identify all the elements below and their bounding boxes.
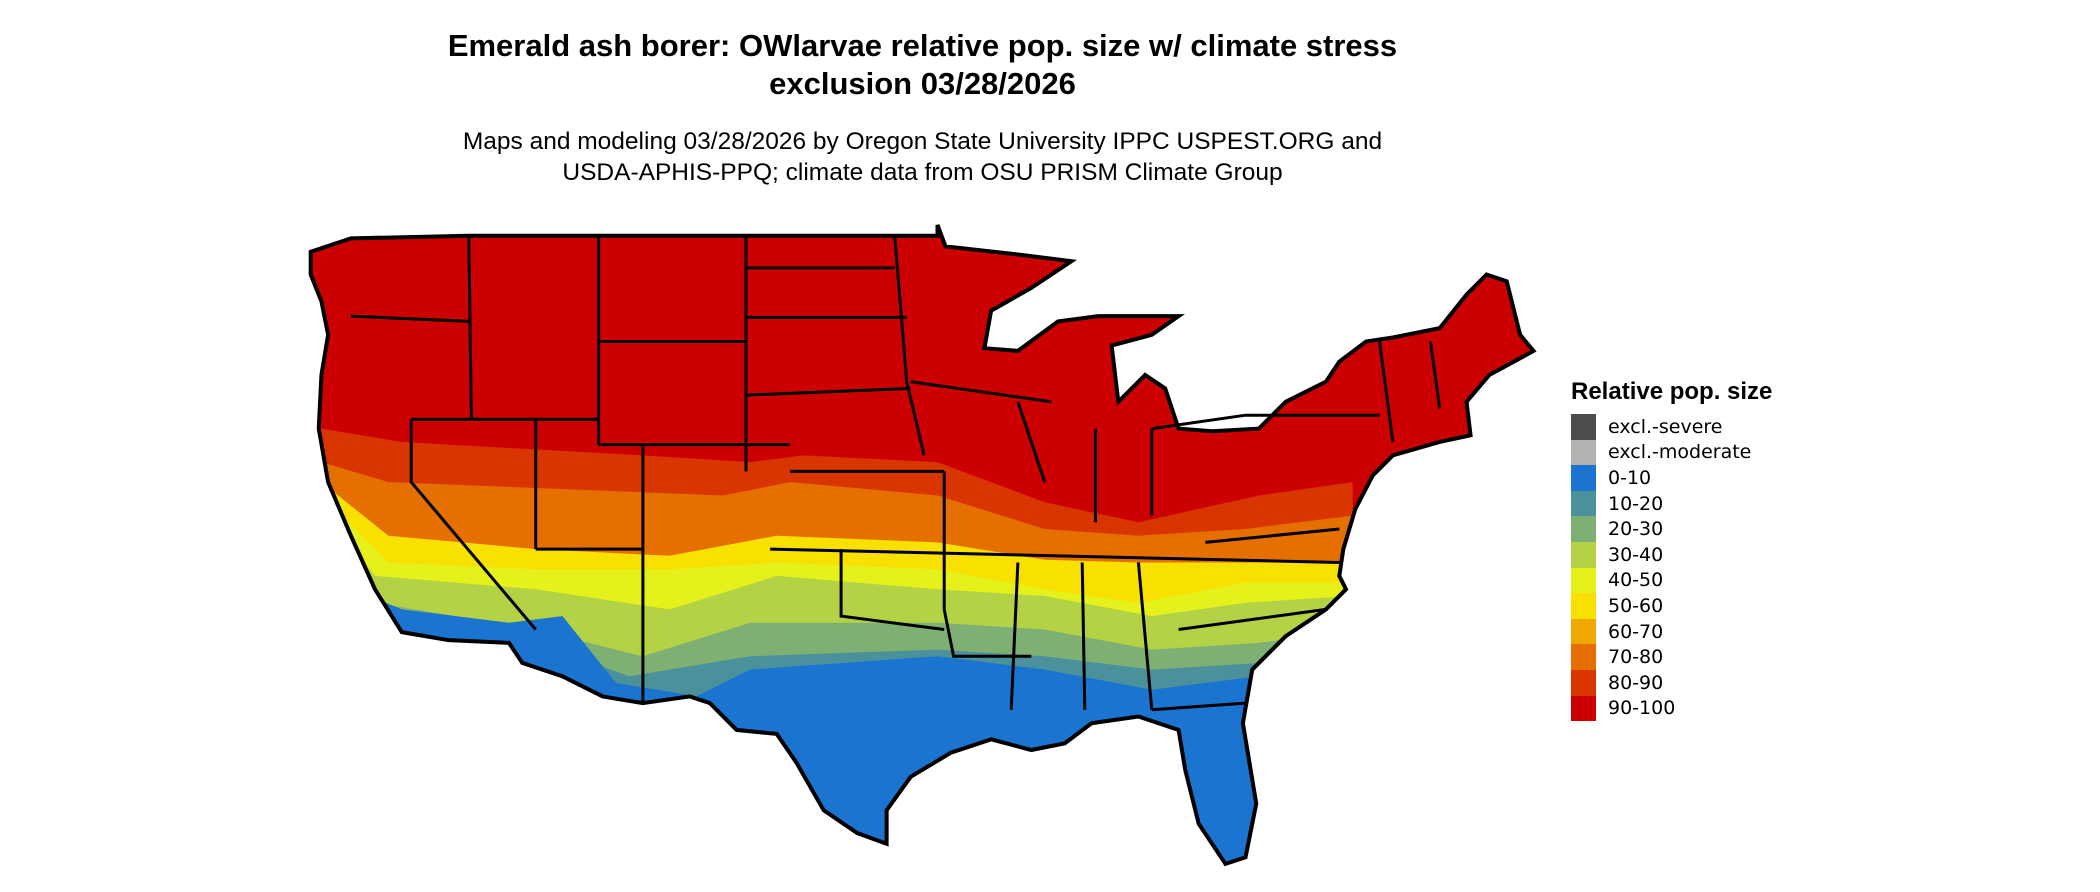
state-border <box>770 547 1340 564</box>
state-border <box>1151 701 1246 712</box>
legend-item: 90-100 <box>1571 695 1772 722</box>
legend-label: 10-20 <box>1608 492 1664 515</box>
legend-label: excl.-severe <box>1608 415 1723 438</box>
legend-item: 20-30 <box>1571 516 1772 542</box>
legend-swatch <box>1571 414 1596 440</box>
legend-label: 60-70 <box>1608 620 1664 643</box>
state-border <box>1136 562 1154 710</box>
legend-swatch <box>1571 618 1596 645</box>
legend-swatch <box>1571 439 1596 466</box>
map-subtitle-line1: Maps and modeling 03/28/2026 by Oregon S… <box>462 128 1383 155</box>
legend-item: 0-10 <box>1571 465 1772 491</box>
map-title-line1: Emerald ash borer: OWlarvae relative pop… <box>447 28 1398 63</box>
legend-label: 80-90 <box>1608 671 1664 694</box>
legend-item: 70-80 <box>1571 644 1772 670</box>
legend-swatch <box>1571 644 1596 670</box>
legend-label: 90-100 <box>1608 697 1676 720</box>
legend-label: 30-40 <box>1608 543 1664 566</box>
state-border <box>1428 341 1442 409</box>
state-border <box>1178 607 1327 631</box>
legend-swatch <box>1571 669 1596 696</box>
legend-swatch <box>1571 465 1596 491</box>
legend: Relative pop. size excl.-severe excl.-mod… <box>1571 378 1773 722</box>
legend-item: 40-50 <box>1571 567 1772 594</box>
legend-swatch <box>1571 593 1596 619</box>
legend-swatch <box>1571 695 1596 722</box>
state-border <box>1205 527 1340 544</box>
state-border <box>839 549 945 631</box>
state-border <box>409 419 537 631</box>
legend-swatch <box>1571 516 1596 542</box>
state-border <box>1009 562 1020 710</box>
map-title-line2: exclusion 03/28/2026 <box>769 66 1076 101</box>
legend-item: 60-70 <box>1571 618 1772 645</box>
legend-label: 0-10 <box>1608 466 1652 489</box>
legend-swatch <box>1571 541 1596 568</box>
state-border <box>893 235 926 456</box>
legend-item: 30-40 <box>1571 541 1772 568</box>
legend-label: 70-80 <box>1608 646 1664 669</box>
state-border <box>745 386 911 397</box>
legend-swatch <box>1571 567 1596 594</box>
map-subtitle-line2: USDA-APHIS-PPQ; climate data from OSU PR… <box>562 159 1283 186</box>
state-borders <box>309 223 1535 866</box>
state-border <box>1080 562 1087 710</box>
state-border <box>1016 401 1047 483</box>
legend-label: 20-30 <box>1608 518 1664 541</box>
legend-swatch <box>1571 490 1596 517</box>
legend-title: Relative pop. size <box>1571 378 1773 405</box>
legend-item: 80-90 <box>1571 669 1772 696</box>
state-border <box>1151 413 1246 431</box>
legend-item: 10-20 <box>1571 490 1772 517</box>
state-border <box>910 380 1052 404</box>
state-border <box>350 314 469 323</box>
state-border <box>467 235 473 420</box>
legend-label: excl.-moderate <box>1608 441 1752 464</box>
legend-item: excl.-moderate <box>1571 439 1772 466</box>
legend-item: excl.-severe <box>1571 414 1772 440</box>
legend-label: 40-50 <box>1608 569 1664 592</box>
state-border <box>1378 341 1395 443</box>
legend-label: 50-60 <box>1608 594 1664 617</box>
legend-item: 50-60 <box>1571 593 1772 619</box>
state-border <box>942 609 1032 658</box>
